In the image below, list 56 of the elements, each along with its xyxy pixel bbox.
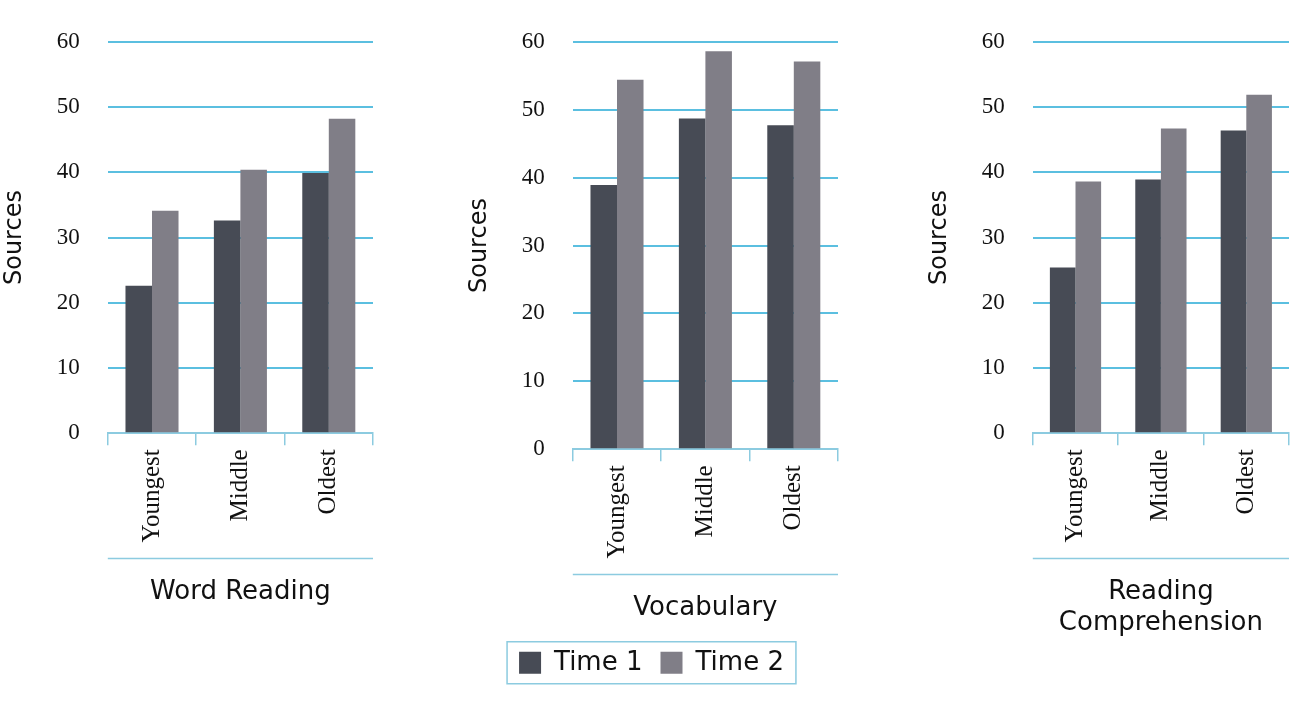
bar <box>328 118 356 433</box>
y-tick-label: 10 <box>521 367 545 393</box>
y-tick-label: 30 <box>521 231 545 257</box>
bar <box>705 51 732 449</box>
y-tick-label: 60 <box>56 27 80 53</box>
y-tick-label: 10 <box>56 354 80 380</box>
bar <box>1135 179 1161 433</box>
bar <box>1220 130 1247 433</box>
x-axis-title: Vocabulary <box>633 590 778 621</box>
y-tick-label: 50 <box>981 93 1005 119</box>
y-tick-label: 20 <box>521 299 545 325</box>
x-tick-label: Oldest <box>778 465 806 531</box>
bar <box>617 79 644 449</box>
bar <box>767 125 794 449</box>
y-axis-title: Sources <box>463 198 492 294</box>
bar <box>678 118 706 449</box>
x-tick-label: Youngest <box>1060 449 1088 543</box>
bar <box>793 61 821 449</box>
y-tick-label: 20 <box>981 288 1005 314</box>
y-tick-label: 20 <box>56 288 80 314</box>
y-tick-label: 50 <box>56 93 80 119</box>
bar <box>1049 267 1076 433</box>
legend-label: Time 2 <box>694 645 784 676</box>
y-axis-title: Sources <box>923 190 952 286</box>
bar <box>1075 181 1102 433</box>
bar <box>590 185 617 449</box>
y-tick-label: 0 <box>68 419 80 445</box>
x-tick-label: Middle <box>224 449 252 522</box>
y-tick-label: 10 <box>981 354 1005 380</box>
bar <box>125 285 152 433</box>
x-tick-label: Youngest <box>601 465 629 559</box>
bar <box>1246 94 1272 433</box>
y-tick-label: 50 <box>521 95 545 121</box>
y-tick-label: 0 <box>533 435 545 461</box>
bar <box>1160 128 1187 433</box>
y-tick-label: 40 <box>56 158 80 184</box>
x-axis-title: Word Reading <box>150 574 331 605</box>
y-tick-label: 30 <box>56 223 80 249</box>
x-tick-label: Oldest <box>1230 449 1258 515</box>
x-tick-label: Youngest <box>136 449 164 543</box>
y-axis-title: Sources <box>0 190 27 286</box>
y-tick-label: 60 <box>981 27 1005 53</box>
y-tick-label: 30 <box>981 223 1005 249</box>
x-axis-title: Reading Comprehension <box>1058 574 1263 637</box>
y-tick-label: 40 <box>981 158 1005 184</box>
legend-label: Time 1 <box>553 645 643 676</box>
bar <box>152 210 179 433</box>
y-tick-label: 0 <box>993 419 1005 445</box>
bar <box>213 220 241 433</box>
bar <box>240 169 267 433</box>
x-tick-label: Oldest <box>313 449 341 515</box>
y-tick-label: 40 <box>521 163 545 189</box>
x-tick-label: Middle <box>1145 449 1173 522</box>
bar <box>302 172 329 433</box>
y-tick-label: 60 <box>521 27 545 53</box>
x-tick-label: Middle <box>689 465 717 538</box>
